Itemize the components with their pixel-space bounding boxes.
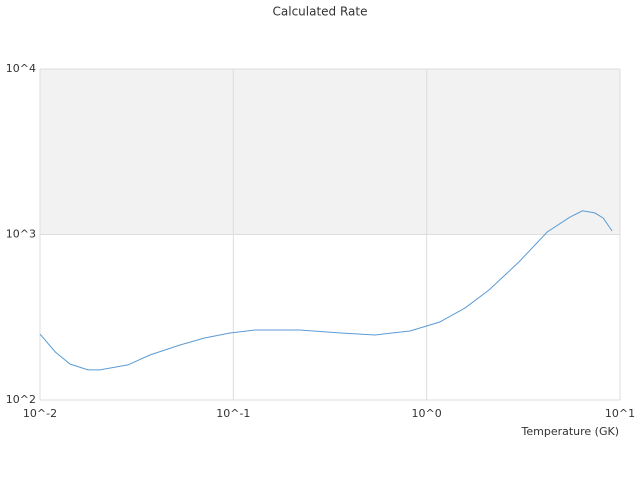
data-line [39, 210, 613, 371]
chart-title: Calculated Rate [273, 5, 368, 19]
y-tick-label: 10^3 [6, 228, 36, 241]
y-tick-label: 10^2 [6, 393, 36, 406]
plot-band [40, 69, 620, 235]
x-axis-label: Temperature (GK) [521, 425, 620, 438]
y-tick-label: 10^4 [6, 62, 36, 75]
x-tick-label: 10^-1 [216, 407, 250, 420]
x-tick-label: 10^0 [412, 407, 442, 420]
x-tick-label: 10^-2 [23, 407, 57, 420]
x-tick-label: 10^1 [605, 407, 635, 420]
